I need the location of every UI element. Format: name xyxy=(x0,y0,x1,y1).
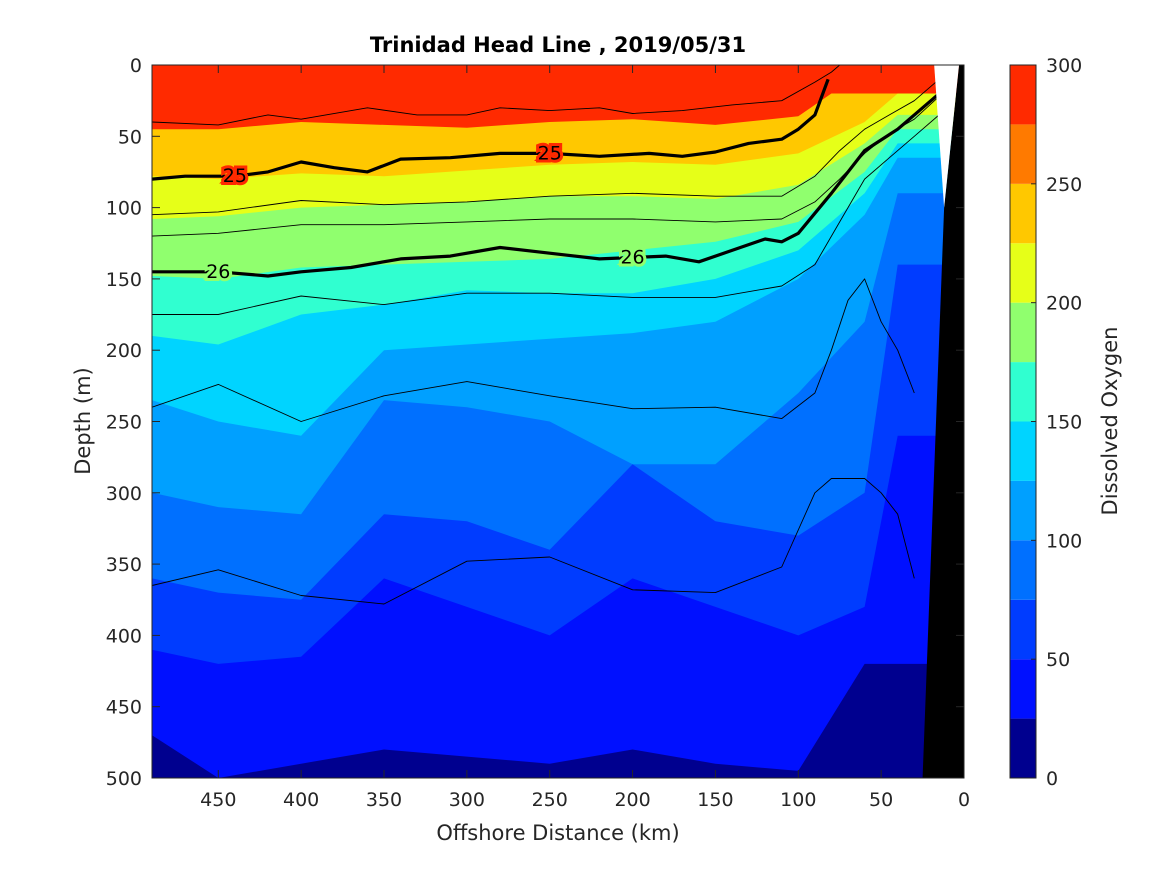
oxygen-band-50 xyxy=(152,435,964,778)
isopycnal-label: 26 xyxy=(206,261,230,283)
y-tick-label: 100 xyxy=(106,198,142,220)
isopycnal-line xyxy=(152,114,940,315)
colorbar-tick-label: 150 xyxy=(1046,412,1082,434)
x-axis-ticks: 450 400 350 300 250 200 150 100 50 0 xyxy=(200,65,970,811)
x-tick-label: 100 xyxy=(780,789,816,811)
density-contours: 25 25 26 26 xyxy=(152,65,949,605)
x-tick-label: 400 xyxy=(283,789,319,811)
bathymetry-shape xyxy=(922,65,964,778)
y-tick-label: 500 xyxy=(106,768,142,790)
oxygen-band-25 xyxy=(152,663,964,778)
x-tick-label: 450 xyxy=(200,789,236,811)
isopycnal-label: 25 xyxy=(538,142,562,164)
colorbar-tick-label: 50 xyxy=(1046,649,1070,671)
colorbar-tick-label: 300 xyxy=(1046,55,1082,77)
oxygen-contour-fills xyxy=(152,65,964,778)
colorbar-swatch xyxy=(1010,65,1036,125)
colorbar-swatch xyxy=(1010,362,1036,422)
colorbar-label: Dissolved Oxygen xyxy=(1098,327,1122,516)
x-tick-label: 250 xyxy=(532,789,568,811)
colorbar-swatch xyxy=(1010,718,1036,778)
x-tick-label: 0 xyxy=(958,789,970,811)
colorbar-tick-label: 100 xyxy=(1046,530,1082,552)
y-tick-label: 200 xyxy=(106,340,142,362)
colorbar-tick-label: 200 xyxy=(1046,293,1082,315)
colorbar-tick-label: 0 xyxy=(1046,768,1058,790)
y-tick-label: 450 xyxy=(106,697,142,719)
y-tick-label: 150 xyxy=(106,269,142,291)
colorbar-swatch xyxy=(1010,659,1036,719)
y-axis-ticks: 0 50 100 150 200 250 300 350 400 450 500 xyxy=(106,55,964,790)
isopycnal-line xyxy=(152,78,940,216)
x-axis-label: Offshore Distance (km) xyxy=(436,821,679,845)
y-axis-label: Depth (m) xyxy=(71,367,95,474)
colorbar-swatch xyxy=(1010,421,1036,481)
y-tick-label: 300 xyxy=(106,483,142,505)
shelf-gap xyxy=(934,65,960,208)
isopycnal-25-line xyxy=(152,78,830,181)
x-tick-label: 200 xyxy=(614,789,650,811)
x-tick-label: 300 xyxy=(449,789,485,811)
colorbar-swatch xyxy=(1010,124,1036,184)
x-tick-label: 350 xyxy=(366,789,402,811)
colorbar-swatch xyxy=(1010,480,1036,541)
isopycnal-line xyxy=(152,278,915,422)
y-tick-label: 400 xyxy=(106,625,142,647)
colorbar-swatch xyxy=(1010,540,1036,600)
y-tick-label: 350 xyxy=(106,554,142,576)
y-tick-label: 50 xyxy=(118,126,142,148)
isopycnal-line xyxy=(152,478,915,605)
colorbar-swatch xyxy=(1010,183,1036,244)
x-tick-label: 50 xyxy=(869,789,893,811)
colorbar-swatch xyxy=(1010,302,1036,363)
isopycnal-label: 25 xyxy=(223,165,247,187)
bathymetry-mask xyxy=(922,65,964,778)
colorbar-tick-label: 250 xyxy=(1046,174,1082,196)
colorbar-swatch xyxy=(1010,599,1036,660)
isopycnal-line xyxy=(152,65,840,126)
y-tick-label: 250 xyxy=(106,412,142,434)
isopycnal-line xyxy=(152,96,940,237)
y-tick-label: 0 xyxy=(130,55,142,77)
isopycnal-label: 26 xyxy=(620,247,644,269)
x-tick-label: 150 xyxy=(697,789,733,811)
isopycnal-26-line xyxy=(152,85,949,278)
colorbar: 0 50 100 150 200 250 300 xyxy=(1009,55,1082,790)
colorbar-swatch xyxy=(1010,243,1036,303)
chart-title: Trinidad Head Line , 2019/05/31 xyxy=(370,33,746,57)
